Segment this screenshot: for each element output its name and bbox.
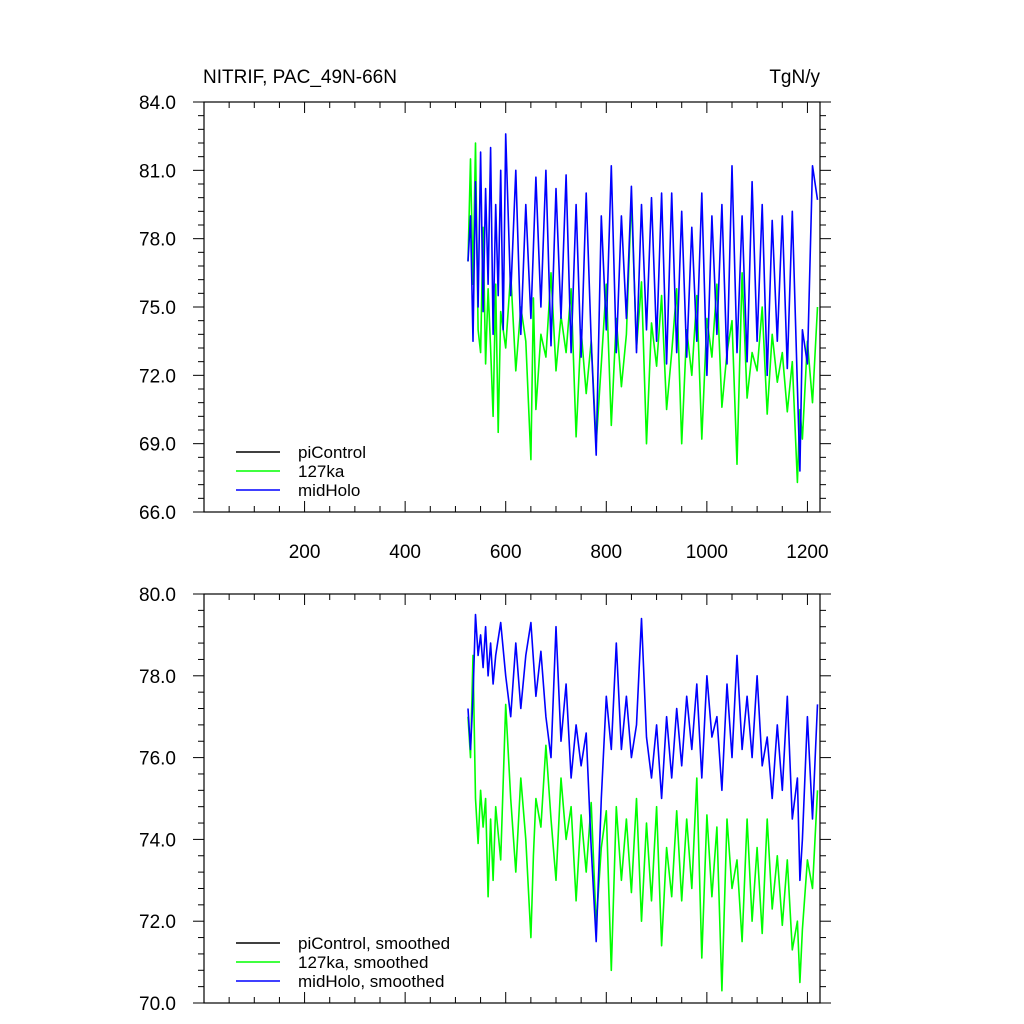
x-tick-label-0-3: 800 <box>590 542 622 563</box>
x-tick-label-0-2: 600 <box>490 542 522 563</box>
panel-bottom: 70.0 72.0 74.0 76.0 78.0 80.0 piControl, smoot… <box>139 585 831 1015</box>
y-tick-label-1-1: 72.0 <box>139 912 176 933</box>
header-units: TgN/y <box>769 67 820 88</box>
legend-label-1-0: piControl, smoothed <box>298 934 450 953</box>
series-line-1-1 <box>467 654 819 992</box>
x-tick-label-0-1: 400 <box>389 542 421 563</box>
series-line-0-1 <box>467 142 819 484</box>
series-line-1-2 <box>467 613 819 943</box>
y-tick-label-1-0: 70.0 <box>139 994 176 1015</box>
y-tick-label-1-2: 74.0 <box>139 830 176 851</box>
legend-label-1-2: midHolo, smoothed <box>298 972 444 991</box>
x-tick-label-0-4: 1000 <box>686 542 728 563</box>
y-tick-label-1-4: 78.0 <box>139 667 176 688</box>
y-tick-label-0-6: 84.0 <box>139 93 176 114</box>
y-tick-label-1-3: 76.0 <box>139 749 176 770</box>
header-title: NITRIF, PAC_49N-66N <box>203 67 397 88</box>
panel-top: 200 400 600 800 1000 1200 66.0 69.0 72.0 75.0 78.0… <box>139 93 831 563</box>
y-tick-label-0-0: 66.0 <box>139 503 176 524</box>
y-tick-label-0-1: 69.0 <box>139 435 176 456</box>
x-tick-label-0-5: 1200 <box>786 542 828 563</box>
legend-label-0-1: 127ka <box>298 462 345 481</box>
y-tick-label-0-2: 72.0 <box>139 366 176 387</box>
y-tick-label-1-5: 80.0 <box>139 585 176 606</box>
plot-frame-1 <box>203 593 821 1004</box>
y-tick-label-0-3: 75.0 <box>139 298 176 319</box>
legend-label-0-0: piControl <box>298 443 366 462</box>
legend-label-0-2: midHolo <box>298 481 360 500</box>
y-tick-label-0-4: 78.0 <box>139 230 176 251</box>
x-tick-label-0-0: 200 <box>289 542 321 563</box>
y-tick-label-0-5: 81.0 <box>139 161 176 182</box>
legend-label-1-1: 127ka, smoothed <box>298 953 428 972</box>
series-line-0-2 <box>467 133 819 472</box>
